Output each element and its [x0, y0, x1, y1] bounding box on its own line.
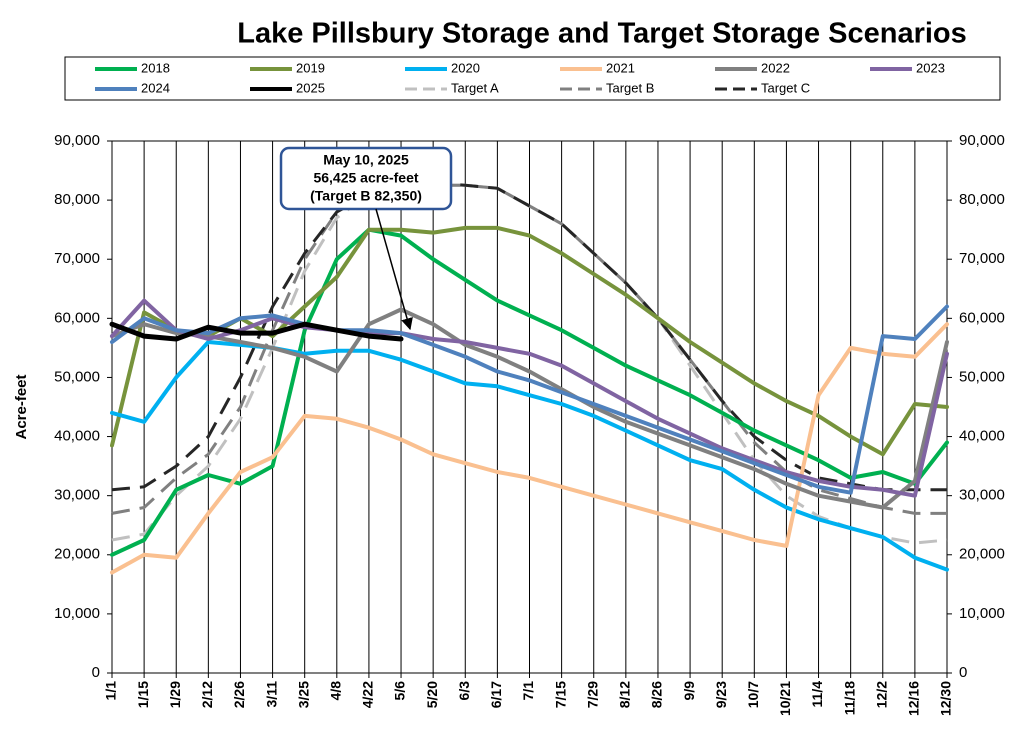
y-tick-label: 90,000 [54, 132, 100, 149]
series-line [111, 180, 948, 545]
x-tick-label: 1/1 [103, 681, 119, 701]
y2-tick-label: 10,000 [959, 605, 1005, 622]
x-tick-label: 9/9 [681, 681, 697, 701]
annotation-text: May 10, 2025 [323, 152, 409, 168]
y2-tick-label: 90,000 [959, 132, 1005, 149]
y2-tick-label: 70,000 [959, 250, 1005, 267]
x-tick-label: 10/7 [745, 681, 761, 708]
x-tick-label: 3/25 [295, 681, 311, 708]
series-line [110, 298, 949, 498]
x-tick-label: 6/17 [488, 681, 504, 708]
annotation-box [279, 146, 453, 211]
x-tick-label: 12/2 [873, 681, 889, 708]
chart-title: Lake Pillsbury Storage and Target Storag… [237, 18, 967, 50]
series-line [110, 322, 949, 575]
x-tick-label: 8/12 [617, 681, 633, 708]
y-tick-label: 0 [92, 664, 100, 681]
y2-tick-label: 60,000 [959, 309, 1005, 326]
legend-label: 2023 [916, 60, 945, 75]
y-tick-label: 30,000 [54, 487, 100, 504]
x-tick-label: 12/16 [906, 681, 922, 716]
x-tick-label: 3/11 [263, 681, 279, 708]
y-axis-label: Acre-feet [13, 374, 30, 439]
x-tick-label: 1/29 [167, 681, 183, 708]
y-tick-label: 50,000 [54, 368, 100, 385]
x-tick-label: 8/26 [649, 681, 665, 708]
series-line [111, 180, 947, 492]
legend-label: 2021 [606, 60, 635, 75]
legend-label: 2018 [141, 60, 170, 75]
y2-tick-label: 20,000 [959, 546, 1005, 563]
annotation-text: (Target B 82,350) [310, 188, 422, 204]
y-tick-label: 80,000 [54, 191, 100, 208]
x-tick-label: 6/3 [456, 681, 472, 701]
series-line [109, 321, 404, 342]
series-line [110, 307, 949, 510]
y-tick-label: 20,000 [54, 546, 100, 563]
legend-label: 2024 [141, 80, 170, 95]
y2-tick-label: 80,000 [959, 191, 1005, 208]
x-tick-label: 2/26 [231, 681, 247, 708]
x-tick-label: 5/20 [424, 681, 440, 708]
legend-label: 2022 [761, 60, 790, 75]
legend-label: 2020 [451, 60, 480, 75]
legend-label: 2019 [296, 60, 325, 75]
x-tick-label: 11/4 [809, 681, 825, 708]
y2-tick-label: 40,000 [959, 428, 1005, 445]
legend-label: Target A [451, 80, 499, 95]
legend-label: 2025 [296, 80, 325, 95]
x-tick-label: 9/23 [713, 681, 729, 708]
annotation-text: 56,425 acre-feet [313, 170, 418, 186]
x-tick-label: 1/15 [135, 681, 151, 708]
series-line [110, 227, 949, 557]
legend-label: Target C [761, 80, 810, 95]
x-tick-label: 11/18 [841, 681, 857, 715]
x-tick-label: 4/22 [360, 681, 376, 708]
y2-tick-label: 30,000 [959, 487, 1005, 504]
legend-label: Target B [606, 80, 654, 95]
y2-tick-label: 50,000 [959, 368, 1005, 385]
y-tick-label: 70,000 [54, 250, 100, 267]
y-tick-label: 10,000 [54, 605, 100, 622]
x-tick-label: 7/1 [520, 681, 536, 701]
x-tick-label: 5/6 [392, 681, 408, 701]
x-tick-label: 10/21 [777, 681, 793, 716]
y-tick-label: 60,000 [54, 309, 100, 326]
y-tick-label: 40,000 [54, 428, 100, 445]
x-tick-label: 12/30 [938, 681, 954, 716]
annotation-arrow [375, 208, 413, 331]
x-tick-label: 2/12 [199, 681, 215, 708]
x-tick-label: 4/8 [328, 681, 344, 701]
series-line [110, 304, 949, 495]
legend-box [64, 56, 1001, 101]
y2-tick-label: 0 [959, 664, 967, 681]
x-tick-label: 7/15 [552, 681, 568, 708]
x-tick-label: 7/29 [584, 681, 600, 708]
